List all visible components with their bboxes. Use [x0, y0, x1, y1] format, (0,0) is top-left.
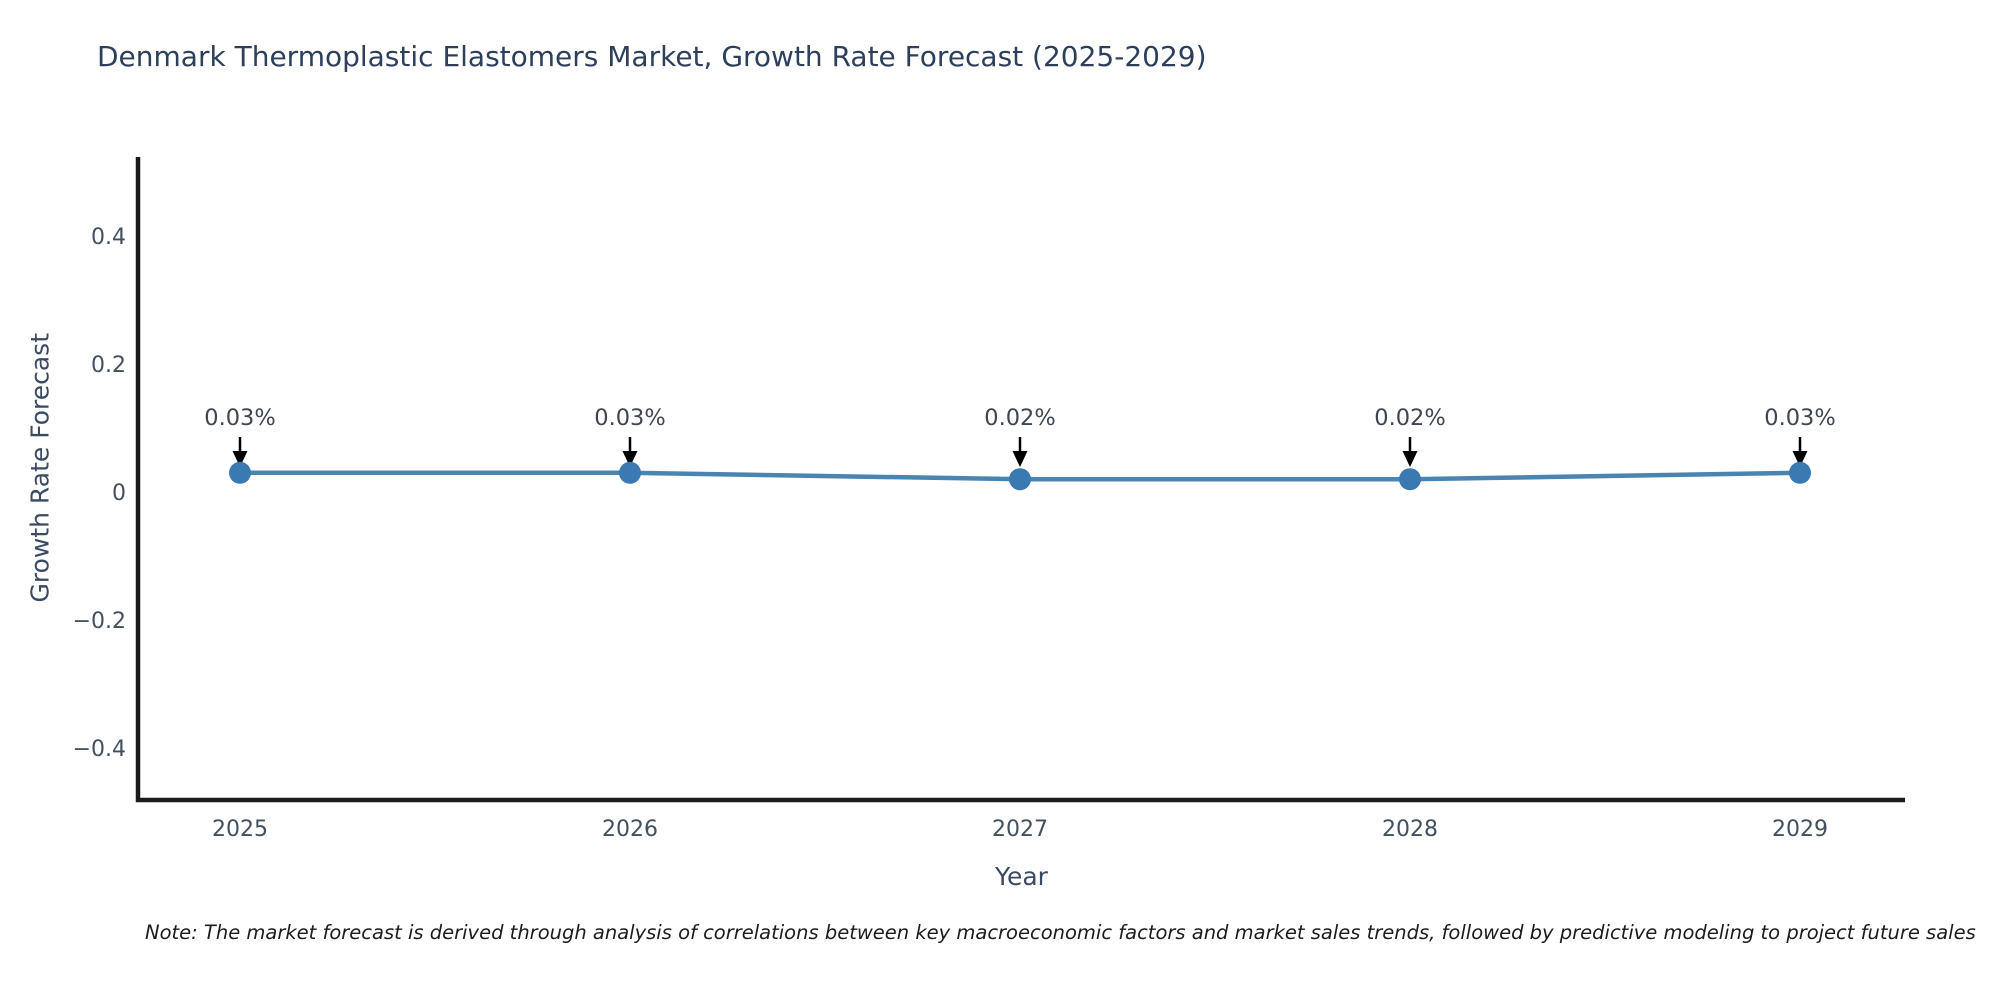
- annotation-arrow-head: [1012, 451, 1028, 467]
- point-annotation-label: 0.03%: [204, 405, 275, 431]
- annotation-arrow-head: [1402, 451, 1418, 467]
- footnote: Note: The market forecast is derived thr…: [145, 921, 1976, 944]
- x-tick-label: 2026: [602, 817, 658, 842]
- chart-title: Denmark Thermoplastic Elastomers Market,…: [97, 40, 1207, 73]
- x-axis-title: Year: [995, 862, 1048, 891]
- data-point-marker: [229, 461, 251, 484]
- y-tick-label: 0: [112, 481, 126, 506]
- y-tick-label: 0.4: [91, 225, 126, 250]
- data-point-marker: [1789, 461, 1811, 484]
- point-annotation-label: 0.03%: [1764, 405, 1835, 431]
- x-tick-label: 2029: [1772, 817, 1828, 842]
- annotation-arrow-head: [232, 451, 248, 467]
- y-tick-label: 0.2: [91, 353, 126, 378]
- x-tick-label: 2028: [1382, 817, 1438, 842]
- y-tick-label: −0.4: [73, 737, 126, 762]
- point-annotation-label: 0.03%: [594, 405, 665, 431]
- point-annotation-label: 0.02%: [984, 405, 1055, 431]
- y-tick-label: −0.2: [73, 609, 126, 634]
- data-point-marker: [619, 461, 641, 484]
- annotation-arrow-head: [622, 451, 638, 467]
- data-point-marker: [1399, 468, 1421, 491]
- x-tick-label: 2027: [992, 817, 1048, 842]
- data-point-marker: [1009, 468, 1031, 491]
- axis-spines: [135, 157, 1905, 803]
- x-tick-label: 2025: [212, 817, 268, 842]
- point-annotation-label: 0.02%: [1374, 405, 1445, 431]
- annotation-arrow-head: [1792, 451, 1808, 467]
